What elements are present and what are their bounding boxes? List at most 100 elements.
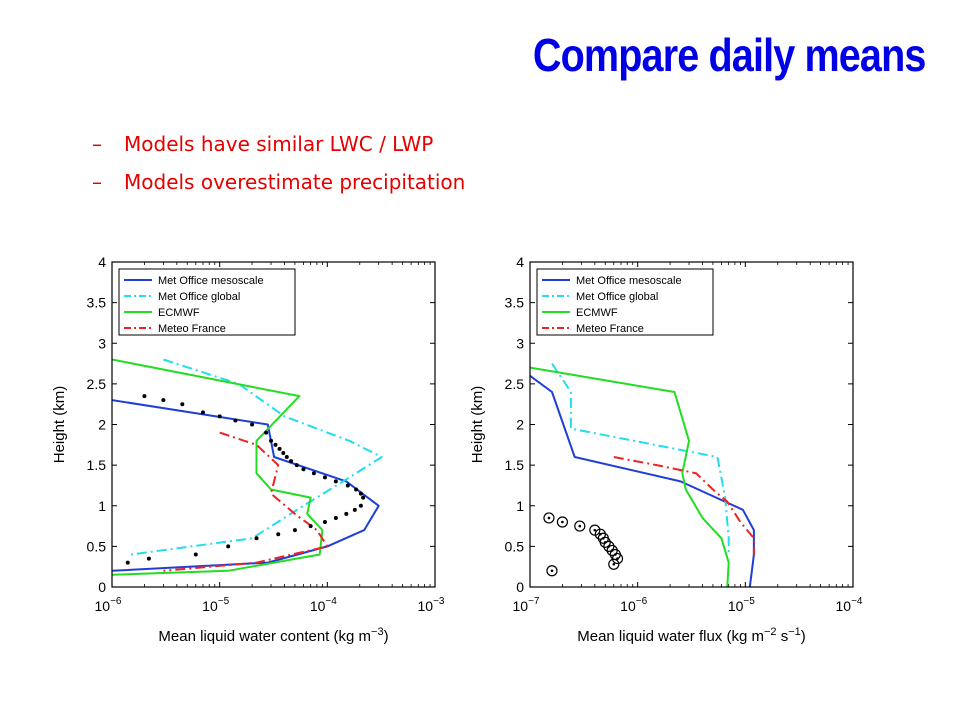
observation-point-center [612,562,616,566]
series-line-3 [613,456,755,555]
observation-point [273,442,278,447]
bullet-dash: – [92,170,102,194]
observation-point [311,471,316,476]
y-tick-label: 3 [98,335,106,351]
observation-point [294,463,299,468]
observation-point [200,410,205,415]
x-tick-exponent: −3 [433,596,445,607]
y-tick-label: 4 [516,254,524,270]
y-tick-label: 1 [98,498,106,514]
observation-point [358,491,363,496]
bullet-dash: – [92,132,102,156]
observation-point [301,467,306,472]
observation-point [599,536,611,548]
y-tick-label: 2.5 [87,376,107,392]
observation-point [125,560,130,565]
x-axis-label-sup: −2 [764,626,777,638]
x-tick-label: 10−7 [513,596,540,614]
y-axis-label: Height (km) [469,386,486,464]
series-line-1 [130,358,383,556]
y-tick-label: 0.5 [87,538,107,554]
y-tick-label: 2 [98,417,106,433]
observation-point [277,446,282,451]
observation-point [193,552,198,557]
observation-point-center [593,528,597,532]
chart-2: 0 0.5 1 1.5 2 2.5 3 3.5 4 10−7 10−6 10−5 10−4 Met Off… [469,254,863,645]
y-tick-label: 1.5 [505,457,525,473]
observation-point [281,450,286,455]
plot-frame [111,261,436,588]
legend-label-3: Meteo France [158,323,226,335]
x-tick-exponent: −4 [851,596,863,607]
observation-point [142,394,147,399]
observation-point-center [547,516,551,520]
observation-point [333,479,338,484]
observation-point-center [561,520,564,524]
bullet-item: – Models have similar LWC / LWP [92,125,465,163]
x-axis-label-sup: −3 [371,626,384,638]
x-axis-label-text: Mean liquid water flux (kg m [577,628,764,645]
observation-point [556,516,569,528]
legend: Met Office mesoscale Met Office global ECM… [118,268,296,336]
legend-label-3: Meteo France [576,323,644,335]
x-axis-label: Mean liquid water flux (kg m−2 s−1) [577,626,806,645]
legend-label-1: Met Office global [576,291,658,303]
y-tick-label: 2.5 [505,376,525,392]
x-tick-exponent: −5 [743,596,755,607]
observation-point [264,430,269,435]
observation-point [603,540,615,552]
series-line-0 [530,374,755,587]
series-line-2 [530,366,730,587]
y-tick-label: 2 [516,417,524,433]
slide-title: Compare daily means [533,29,926,81]
legend: Met Office mesoscale Met Office global ECM… [536,268,714,336]
observation-point [352,507,357,512]
observation-point [161,398,166,403]
plot-frame [529,261,854,588]
observation-point [276,532,281,537]
legend-label-1: Met Office global [158,291,240,303]
series-line-1 [551,363,730,555]
series-line-3 [163,431,329,572]
observation-point [284,455,289,459]
x-axis-label-end: ) [384,628,389,645]
x-tick-label: 10−6 [95,596,122,614]
observation-point [217,414,222,419]
observation-point [344,511,349,516]
observation-point [354,487,359,492]
x-axis-label-sup2: −1 [788,626,801,638]
y-tick-label: 1.5 [87,457,107,473]
observation-point [361,495,366,500]
plot-area [530,363,755,587]
bullet-text: Models overestimate precipitation [124,170,466,194]
observation-point [180,402,185,407]
series-line-0 [112,399,380,572]
y-tick-label: 4 [98,254,106,270]
x-tick-label: 10−6 [620,596,647,614]
observation-point [574,520,586,532]
y-tick-label: 1 [516,498,524,514]
x-axis-label-mid: s [777,628,789,645]
legend-label-2: ECMWF [576,307,618,319]
y-tick-label: 0.5 [505,538,525,554]
x-tick-label: 10−5 [202,596,229,614]
y-axis-label: Height (km) [51,386,68,464]
x-tick-label: 10−3 [418,596,445,614]
observation-point [333,515,338,520]
observation-point [292,528,297,533]
y-tick-label: 0 [516,579,524,595]
x-tick-exponent: −4 [325,596,337,607]
observation-point [543,512,555,524]
x-tick-label: 10−4 [836,596,863,614]
observation-point-center [550,569,554,573]
observation-point [322,475,327,480]
plot-area [112,358,383,576]
legend-label-0: Met Office mesoscale [158,275,264,287]
observation-point [233,418,238,423]
y-tick-label: 0 [98,579,106,595]
observation-point [358,503,363,508]
x-axis-label: Mean liquid water content (kg m−3) [158,626,388,645]
observation-point [546,565,558,577]
x-tick-exponent: −5 [218,596,230,607]
